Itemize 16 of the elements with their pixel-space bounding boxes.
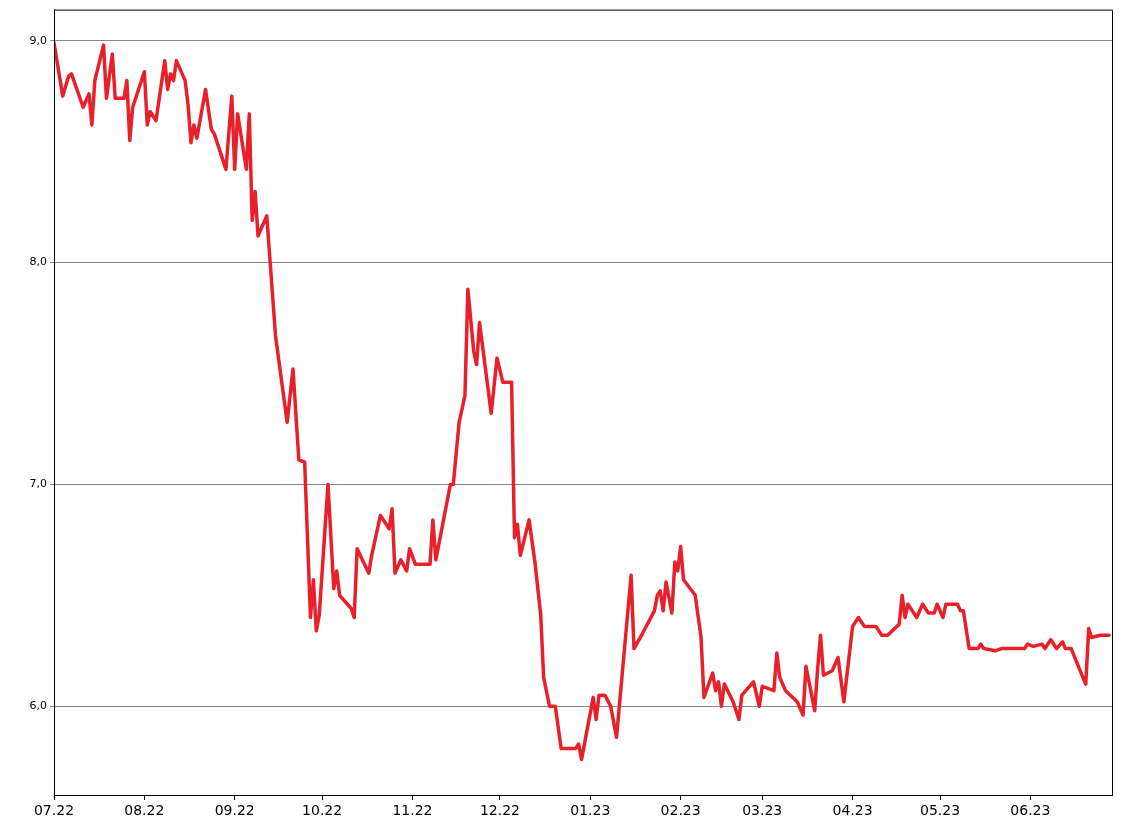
x-tick-label: 06.23 [1010,802,1051,819]
x-tick-label: 07.22 [33,802,75,819]
x-tick-label: 11.22 [392,802,433,819]
x-tick-label: 08.22 [124,802,165,819]
x-tick-label: 05.23 [919,802,961,819]
x-tick-label: 03.23 [742,802,783,819]
y-tick-label: 8,0 [29,255,47,269]
x-tick-label: 02.23 [660,802,701,819]
x-tick-label: 01.23 [570,802,611,819]
y-tick-label: 7,0 [29,477,47,491]
x-tick-label: 04.23 [832,802,873,819]
y-tick-label: 6,0 [29,699,47,713]
y-tick-label: 9,0 [29,33,47,47]
x-tick-label: 12.22 [479,802,520,819]
x-tick-label: 10.22 [302,802,343,819]
x-tick-label: 09.22 [214,802,255,819]
